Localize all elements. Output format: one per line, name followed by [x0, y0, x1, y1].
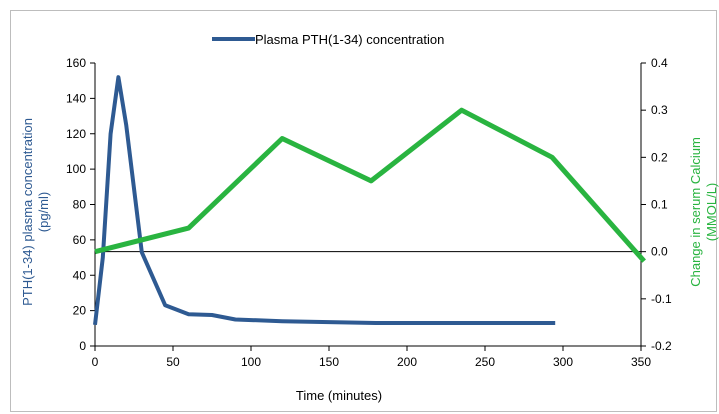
tick-labels: 0 50 100 150 200 250 300 350 0 20 40 60 80 100 120 140 1…: [66, 56, 672, 369]
y-left-tick-label: 0: [79, 339, 86, 353]
y-left-tick-label: 140: [66, 91, 86, 105]
x-tick-label: 350: [631, 355, 651, 369]
x-tick-label: 50: [166, 355, 180, 369]
y-right-tick-label: -0.1: [651, 292, 672, 306]
y-left-tick-label: 100: [66, 162, 86, 176]
series-line-calcium: [94, 107, 646, 263]
y-right-title-line-2: (MMOL/L): [704, 183, 719, 242]
legend: Plasma PTH(1-34) concentration: [212, 32, 444, 47]
y-right-tick-label: 0.2: [651, 150, 668, 164]
y-left-tick-label: 60: [73, 233, 87, 247]
y-left-tick-label: 120: [66, 127, 86, 141]
y-left-title-line-1: PTH(1-34) plasma concentration: [20, 118, 35, 306]
y-right-axis-title: Change in serum Calcium (MMOL/L): [688, 137, 719, 287]
legend-label-pth: Plasma PTH(1-34) concentration: [255, 32, 444, 47]
y-left-tick-label: 80: [73, 198, 87, 212]
x-tick-label: 300: [553, 355, 573, 369]
y-right-tick-label: 0.0: [651, 245, 668, 259]
x-tick-label: 150: [319, 355, 339, 369]
x-tick-label: 0: [92, 355, 99, 369]
y-right-tick-label: 0.3: [651, 103, 668, 117]
y-left-title-line-2: (pg/ml): [36, 192, 51, 232]
y-left-tick-label: 20: [73, 304, 87, 318]
x-tick-label: 250: [475, 355, 495, 369]
x-tick-label: 100: [241, 355, 261, 369]
series-line-pth: [93, 75, 556, 326]
axes: [90, 62, 646, 351]
y-right-tick-label: 0.4: [651, 56, 668, 70]
y-right-tick-label: -0.2: [651, 339, 672, 353]
y-left-axis-title: PTH(1-34) plasma concentration (pg/ml): [20, 118, 51, 306]
x-tick-label: 200: [397, 355, 417, 369]
x-axis-title: Time (minutes): [296, 388, 382, 403]
y-left-tick-label: 160: [66, 56, 86, 70]
y-left-tick-label: 40: [73, 268, 87, 282]
series-group: [93, 75, 646, 326]
y-right-title-line-1: Change in serum Calcium: [688, 137, 703, 287]
y-right-tick-label: 0.1: [651, 198, 668, 212]
